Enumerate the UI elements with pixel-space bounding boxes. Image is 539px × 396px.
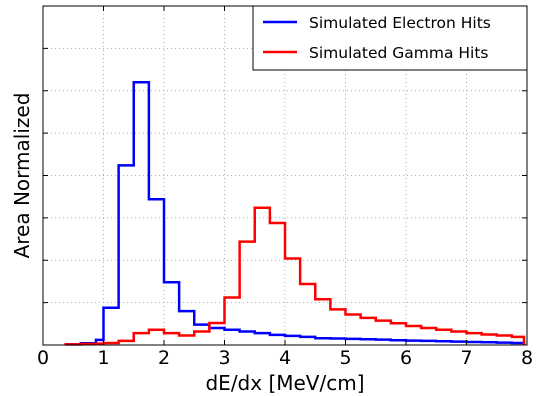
x-tick-label: 2 — [158, 347, 170, 369]
x-tick-label: 0 — [37, 347, 49, 369]
legend: Simulated Electron Hits Simulated Gamma … — [252, 5, 528, 71]
series-gamma-hits — [64, 206, 526, 346]
legend-label-gamma: Simulated Gamma Hits — [309, 44, 489, 62]
axis-ticks: 0 1 2 3 4 5 6 7 8 — [37, 6, 533, 369]
x-tick-label: 7 — [460, 347, 472, 369]
legend-label-electron: Simulated Electron Hits — [309, 14, 491, 32]
x-tick-label: 6 — [400, 347, 412, 369]
y-axis-label: Area Normalized — [10, 93, 34, 259]
x-tick-label: 1 — [97, 347, 109, 369]
x-axis-label: dE/dx [MeV/cm] — [205, 371, 364, 395]
x-tick-label: 3 — [218, 347, 230, 369]
legend-box — [252, 5, 528, 71]
series-electron-hits — [64, 81, 526, 346]
series-layer — [64, 81, 526, 346]
x-tick-label: 5 — [339, 347, 351, 369]
x-tick-label: 4 — [279, 347, 291, 369]
x-tick-label: 8 — [521, 347, 533, 369]
